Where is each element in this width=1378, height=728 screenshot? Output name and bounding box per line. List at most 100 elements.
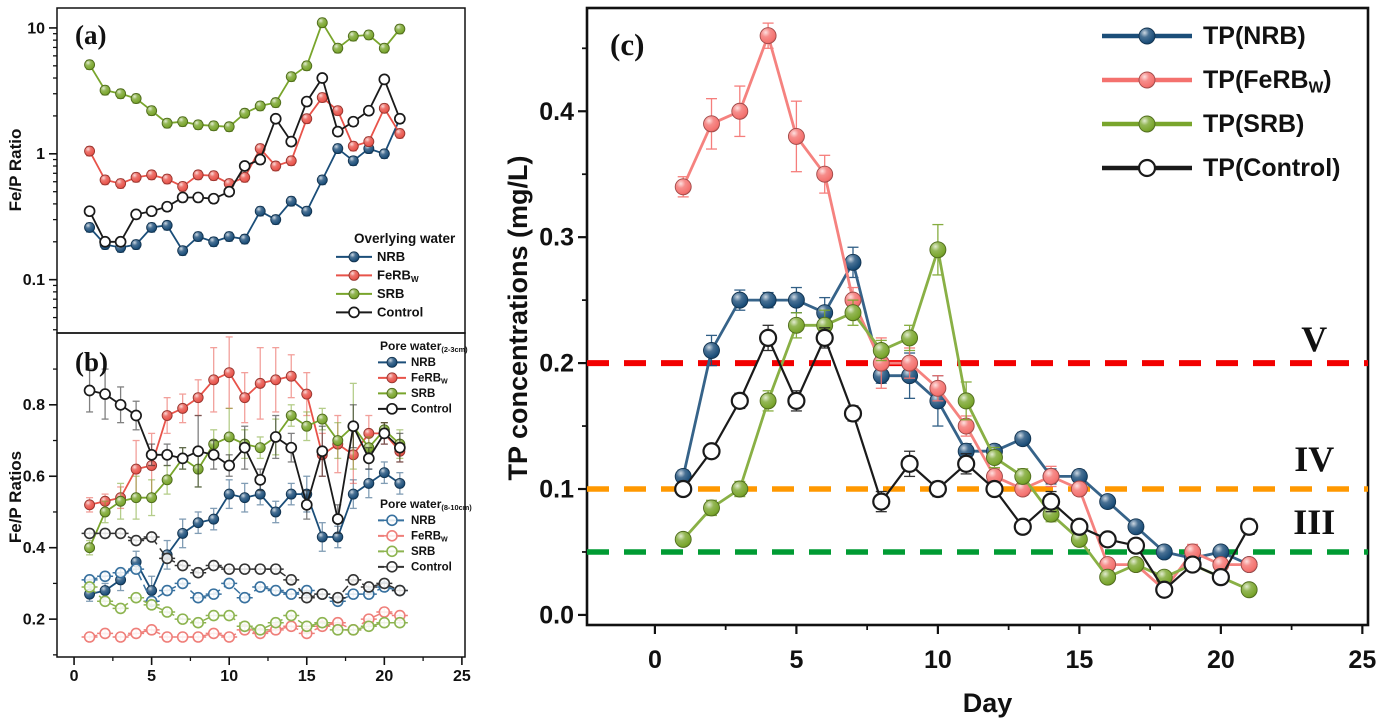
marker-ball [223,488,235,500]
marker-ball [844,304,862,322]
marker-open-circle [238,160,251,172]
marker-ball [192,169,204,181]
marker-ball [254,100,266,112]
marker-open-circle [363,620,375,633]
marker-ball [731,480,749,498]
marker-open-circle [238,563,251,575]
marker-open-circle [130,208,142,221]
marker-ball [1240,581,1258,599]
x-tick-label: 10 [220,668,238,685]
marker-open-circle [285,609,298,622]
marker-ball [787,127,805,145]
marker-open-circle [130,534,142,547]
x-tick-label: 5 [789,646,803,674]
marker-open-circle [207,609,220,622]
marker-open-circle [161,552,173,565]
marker-ball [1138,71,1156,89]
marker-ball [239,171,251,183]
marker-ball [787,291,805,309]
marker-open-circle [378,577,391,590]
marker-ball [161,410,173,421]
marker-open-circle [347,588,360,600]
marker-open-circle [378,427,391,440]
marker-ball [394,477,406,489]
y-tick-label: 0.2 [539,350,574,378]
marker-open-circle [347,624,360,636]
plot-frame [585,6,1370,627]
y-tick-label: 10 [27,20,45,37]
marker-open-circle [254,563,267,575]
marker-open-circle [192,191,205,204]
marker-open-circle [1013,517,1032,536]
marker-ball [115,495,127,507]
legend-label: NRB [411,357,436,369]
y-tick-label: 0.1 [539,476,574,504]
marker-ball [84,542,96,554]
panel-label-a: (a) [75,20,106,50]
marker-ball [223,121,235,133]
x-tick-label: 5 [147,668,156,685]
marker-ball [146,492,158,504]
y-tick-label: 0.3 [539,224,574,252]
marker-open-circle [759,328,778,348]
marker-open-circle [176,631,189,643]
marker-open-circle [378,73,391,86]
marker-open-circle [363,581,375,593]
marker-open-circle [269,584,282,597]
marker-open-circle [815,328,834,348]
series-c-TPFeRBW [674,22,1258,599]
marker-open-circle [1070,517,1089,536]
marker-ball [929,379,947,397]
marker-ball [378,42,390,54]
marker-open-circle [99,570,111,583]
marker-ball [1155,543,1173,561]
marker-ball [731,102,749,120]
marker-ball [177,116,189,128]
marker-ball [239,233,251,245]
marker-ball [731,291,749,309]
marker-open-circle [386,402,398,415]
legend-b: Pore water(8-10cm) NRB FeRBW SRB Control [378,497,472,574]
ref-line-label-V: V [1301,319,1327,359]
marker-ball [270,374,282,386]
marker-open-circle [176,452,189,465]
marker-open-circle [223,563,235,575]
marker-ball [872,342,890,359]
marker-open-circle [238,620,251,633]
marker-ball [270,160,282,172]
y-axis-title-b: Fe/P Ratios [6,451,25,543]
marker-open-circle [99,235,111,248]
marker-ball [363,477,375,489]
marker-ball [301,113,313,125]
legend-label: TP(FeRBW) [1203,66,1332,97]
marker-ball [161,474,173,486]
legend-title: Pore water(2-3cm) [380,339,468,354]
marker-ball [332,435,344,446]
marker-open-circle [316,616,329,629]
marker-ball [316,92,328,103]
marker-open-circle [114,398,127,411]
marker-ball [1099,568,1117,586]
panel-label-c: (c) [610,27,644,62]
marker-ball [301,60,313,72]
axes-ticks: 0.1 1 10 [23,20,57,331]
marker-ball [844,253,862,271]
marker-open-circle [207,588,220,600]
x-tick-label: 15 [298,668,316,685]
x-tick-label: 15 [1065,646,1093,674]
marker-ball [394,128,406,139]
marker-open-circle [331,513,344,525]
marker-ball [285,71,297,83]
legend-label: NRB [411,515,436,527]
marker-open-circle [285,620,298,633]
marker-open-circle [254,473,267,486]
marker-open-circle [1098,530,1117,549]
marker-open-circle [114,566,127,579]
marker-ball [130,171,142,183]
marker-open-circle [348,306,360,319]
legend-label: SRB [377,286,404,301]
axes-ticks: 0 5 10 15 20 25 0.0 0.1 0.2 0.3 0.4 [539,47,1376,674]
marker-ball [130,239,142,251]
panel-b: 0 5 10 15 20 25 0.2 0.4 0.6 0.8 Pore water(2-3cm) N… [6,332,472,685]
